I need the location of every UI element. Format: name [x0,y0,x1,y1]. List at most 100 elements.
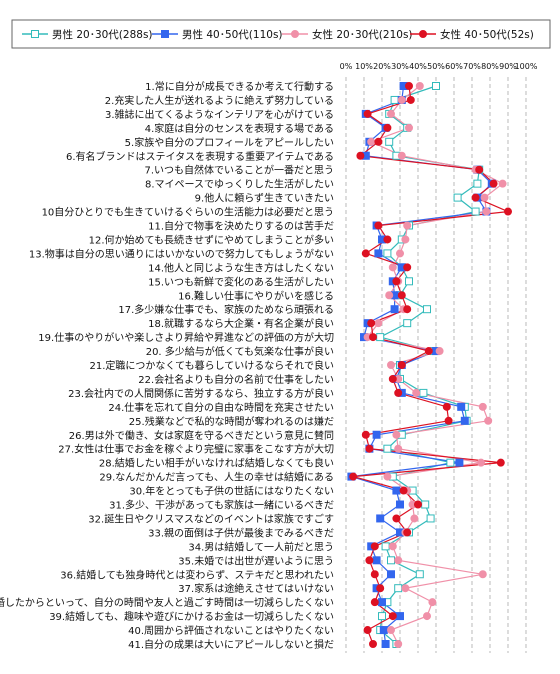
data-point [422,612,431,621]
data-point [399,486,408,495]
category-label: 18.就職するなら大企業・有名企業が良い [148,317,334,330]
data-point [383,472,392,481]
x-tick-label: 60% [445,62,463,71]
data-point [386,626,395,635]
category-label: 12.何か始めても長続きせずにやめてしまうことが多い [89,233,334,246]
data-point [387,556,395,565]
data-point [395,249,404,258]
data-point [394,640,403,649]
data-point [403,305,412,314]
data-point [432,82,440,90]
x-tick-label: 0% [340,62,353,71]
data-point [428,598,437,607]
legend-frame [11,19,551,49]
legend-item: 女性 20･30代(210s) [282,28,413,41]
data-point [423,305,431,314]
data-point [415,570,424,579]
legend-marker [161,30,169,38]
data-point [378,612,386,621]
category-label: 7.いつも自然体でいることが一番だと思う [144,164,334,177]
legend-marker [418,29,427,38]
x-tick-label: 10% [355,62,373,71]
data-point [457,402,466,411]
data-point [361,430,370,439]
data-point [381,640,390,648]
category-label: 10自分ひとりでも生きていけるぐらいの生活能力は必要だと思う [42,206,334,219]
category-label: 14.他人と同じような生き方はしたくない [148,261,334,274]
legend-marker [290,29,299,38]
category-label: 30.年をとっても子供の世話にはなりたくない [129,485,334,498]
data-point [388,542,397,551]
data-point [379,626,388,635]
legend-item: 女性 40･50代(52s) [410,28,534,41]
data-point [385,137,394,146]
data-point [376,514,385,523]
data-point [390,305,399,314]
category-label: 8.マイペースでゆっくりした生活がしたい [145,178,334,191]
category-label: 9.他人に頼らず生きていきたい [195,192,334,205]
data-point [412,388,421,397]
data-point [378,598,386,607]
legend-item: 男性 40･50代(110s) [152,28,283,41]
category-label: 15.いつも新鮮で変化のある生活がしたい [148,275,334,288]
data-point [376,333,385,342]
data-point [415,82,424,91]
x-tick-label: 90% [499,62,517,71]
category-label: 40.周囲から評価されないことはやりたくない [128,624,334,637]
category-label: 31.多少、干渉があっても家族は一緒にいるべきだ [109,499,334,512]
data-point [446,458,455,467]
category-label: 3.雑誌に出てくるようなインテリアを心がけている [105,108,334,121]
data-point [388,374,397,383]
category-label: 20. 多少給与が低くても気楽な仕事が良い [146,345,334,358]
x-tick-label: 40% [409,62,427,71]
data-point [368,333,377,342]
category-label: 13.物事は自分の思い通りにはいかないので努力してもしょうがない [29,247,334,260]
category-label: 29.なんだかんだ言っても、人生の幸せは結婚にある [99,471,334,484]
data-point [496,458,505,467]
data-point [367,319,376,328]
legend: 男性 20･30代(288s) 男性 40･50代(110s) 女性 20･30代(… [11,19,551,49]
data-point [387,570,395,579]
data-point [368,640,377,649]
data-point [381,542,390,551]
data-point [349,472,358,481]
data-point [397,291,406,300]
data-point [503,207,512,216]
data-point [471,207,480,216]
legend-label: 女性 20･30代(210s) [312,28,413,41]
category-label: 19.仕事のやりがいや楽しさより昇給や昇進などの評価の方が大切 [38,331,334,344]
data-point [475,165,484,174]
data-point [405,277,413,286]
data-point [394,388,403,397]
category-label: 21.定職につかなくても暮らしていけるならそれで良い [89,359,334,372]
category-label: 5.家族や自分のプロフィールをアピールしたい [125,136,334,149]
x-tick-label: 20% [373,62,391,71]
data-point [397,360,406,369]
data-point [471,193,480,202]
category-label: 17.多少嫌な仕事でも、家族のためなら頑張れる [118,303,334,316]
category-label: 36.結婚しても独身時代とは変わらず、ステキだと思われたい [60,568,334,581]
data-point [365,444,374,453]
x-tick-label: 80% [481,62,499,71]
data-point [385,291,394,300]
data-point [383,123,392,132]
data-point [386,360,395,369]
x-tick-label: 30% [391,62,409,71]
category-label: 25.残業などで私的な時間が奪われるのは嫌だ [129,415,334,428]
data-point [386,109,395,118]
data-point [455,458,464,467]
data-point [403,263,412,272]
category-label: 4.家庭は自分のセンスを表現する場である [145,122,334,135]
category-label: 35.未婚では出世が遅いように思う [178,554,334,567]
category-label: 24.仕事を忘れて自分の自由な時間を充実させたい [108,401,334,414]
category-label: 23.会社内での人間関係に苦労するなら、独立する方が良い [68,387,334,400]
data-point [392,430,401,439]
category-label: 37.家系は途絶えさせてはいけない [178,582,334,595]
data-point [370,542,379,551]
category-label: 34.男は結婚して一人前だと思う [188,540,334,553]
data-point [482,207,491,216]
data-point [401,584,410,593]
category-label: 22.会社名よりも自分の名前で仕事をしたい [138,373,334,386]
